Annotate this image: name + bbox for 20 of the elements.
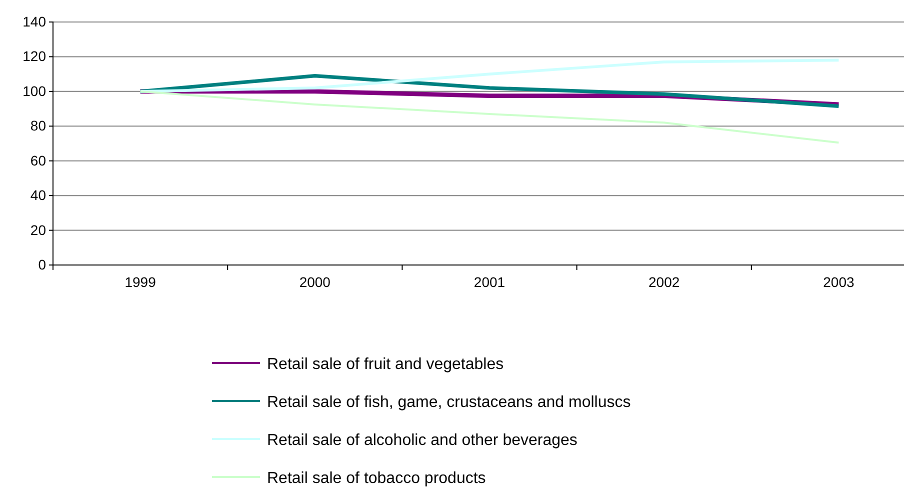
line-series: [139, 90, 840, 144]
x-tick-label: 1999: [124, 274, 156, 290]
x-tick-label: 2003: [823, 274, 854, 290]
x-tick-label: 2000: [299, 274, 331, 290]
y-tick-label: 60: [30, 152, 46, 168]
y-tick-label: 100: [22, 82, 46, 99]
y-tick-label: 120: [22, 48, 46, 64]
legend-label: Retail sale of fruit and vegetables: [267, 356, 504, 373]
y-tick-label: 140: [22, 13, 46, 30]
line-series: [138, 74, 840, 108]
y-tick-label: 0: [38, 256, 46, 272]
line-series: [138, 58, 840, 93]
legend-label: Retail sale of alcoholic and other beverages: [267, 432, 578, 449]
legend-label: Retail sale of tobacco products: [267, 470, 486, 487]
y-tick-label: 80: [30, 118, 46, 134]
x-tick-label: 2001: [474, 274, 506, 290]
y-tick-label: 20: [30, 222, 46, 238]
x-tick-label: 2002: [648, 274, 680, 290]
y-tick-label: 40: [30, 187, 46, 204]
legend-label: Retail sale of fish, game, crustaceans and molluscs: [267, 394, 631, 411]
